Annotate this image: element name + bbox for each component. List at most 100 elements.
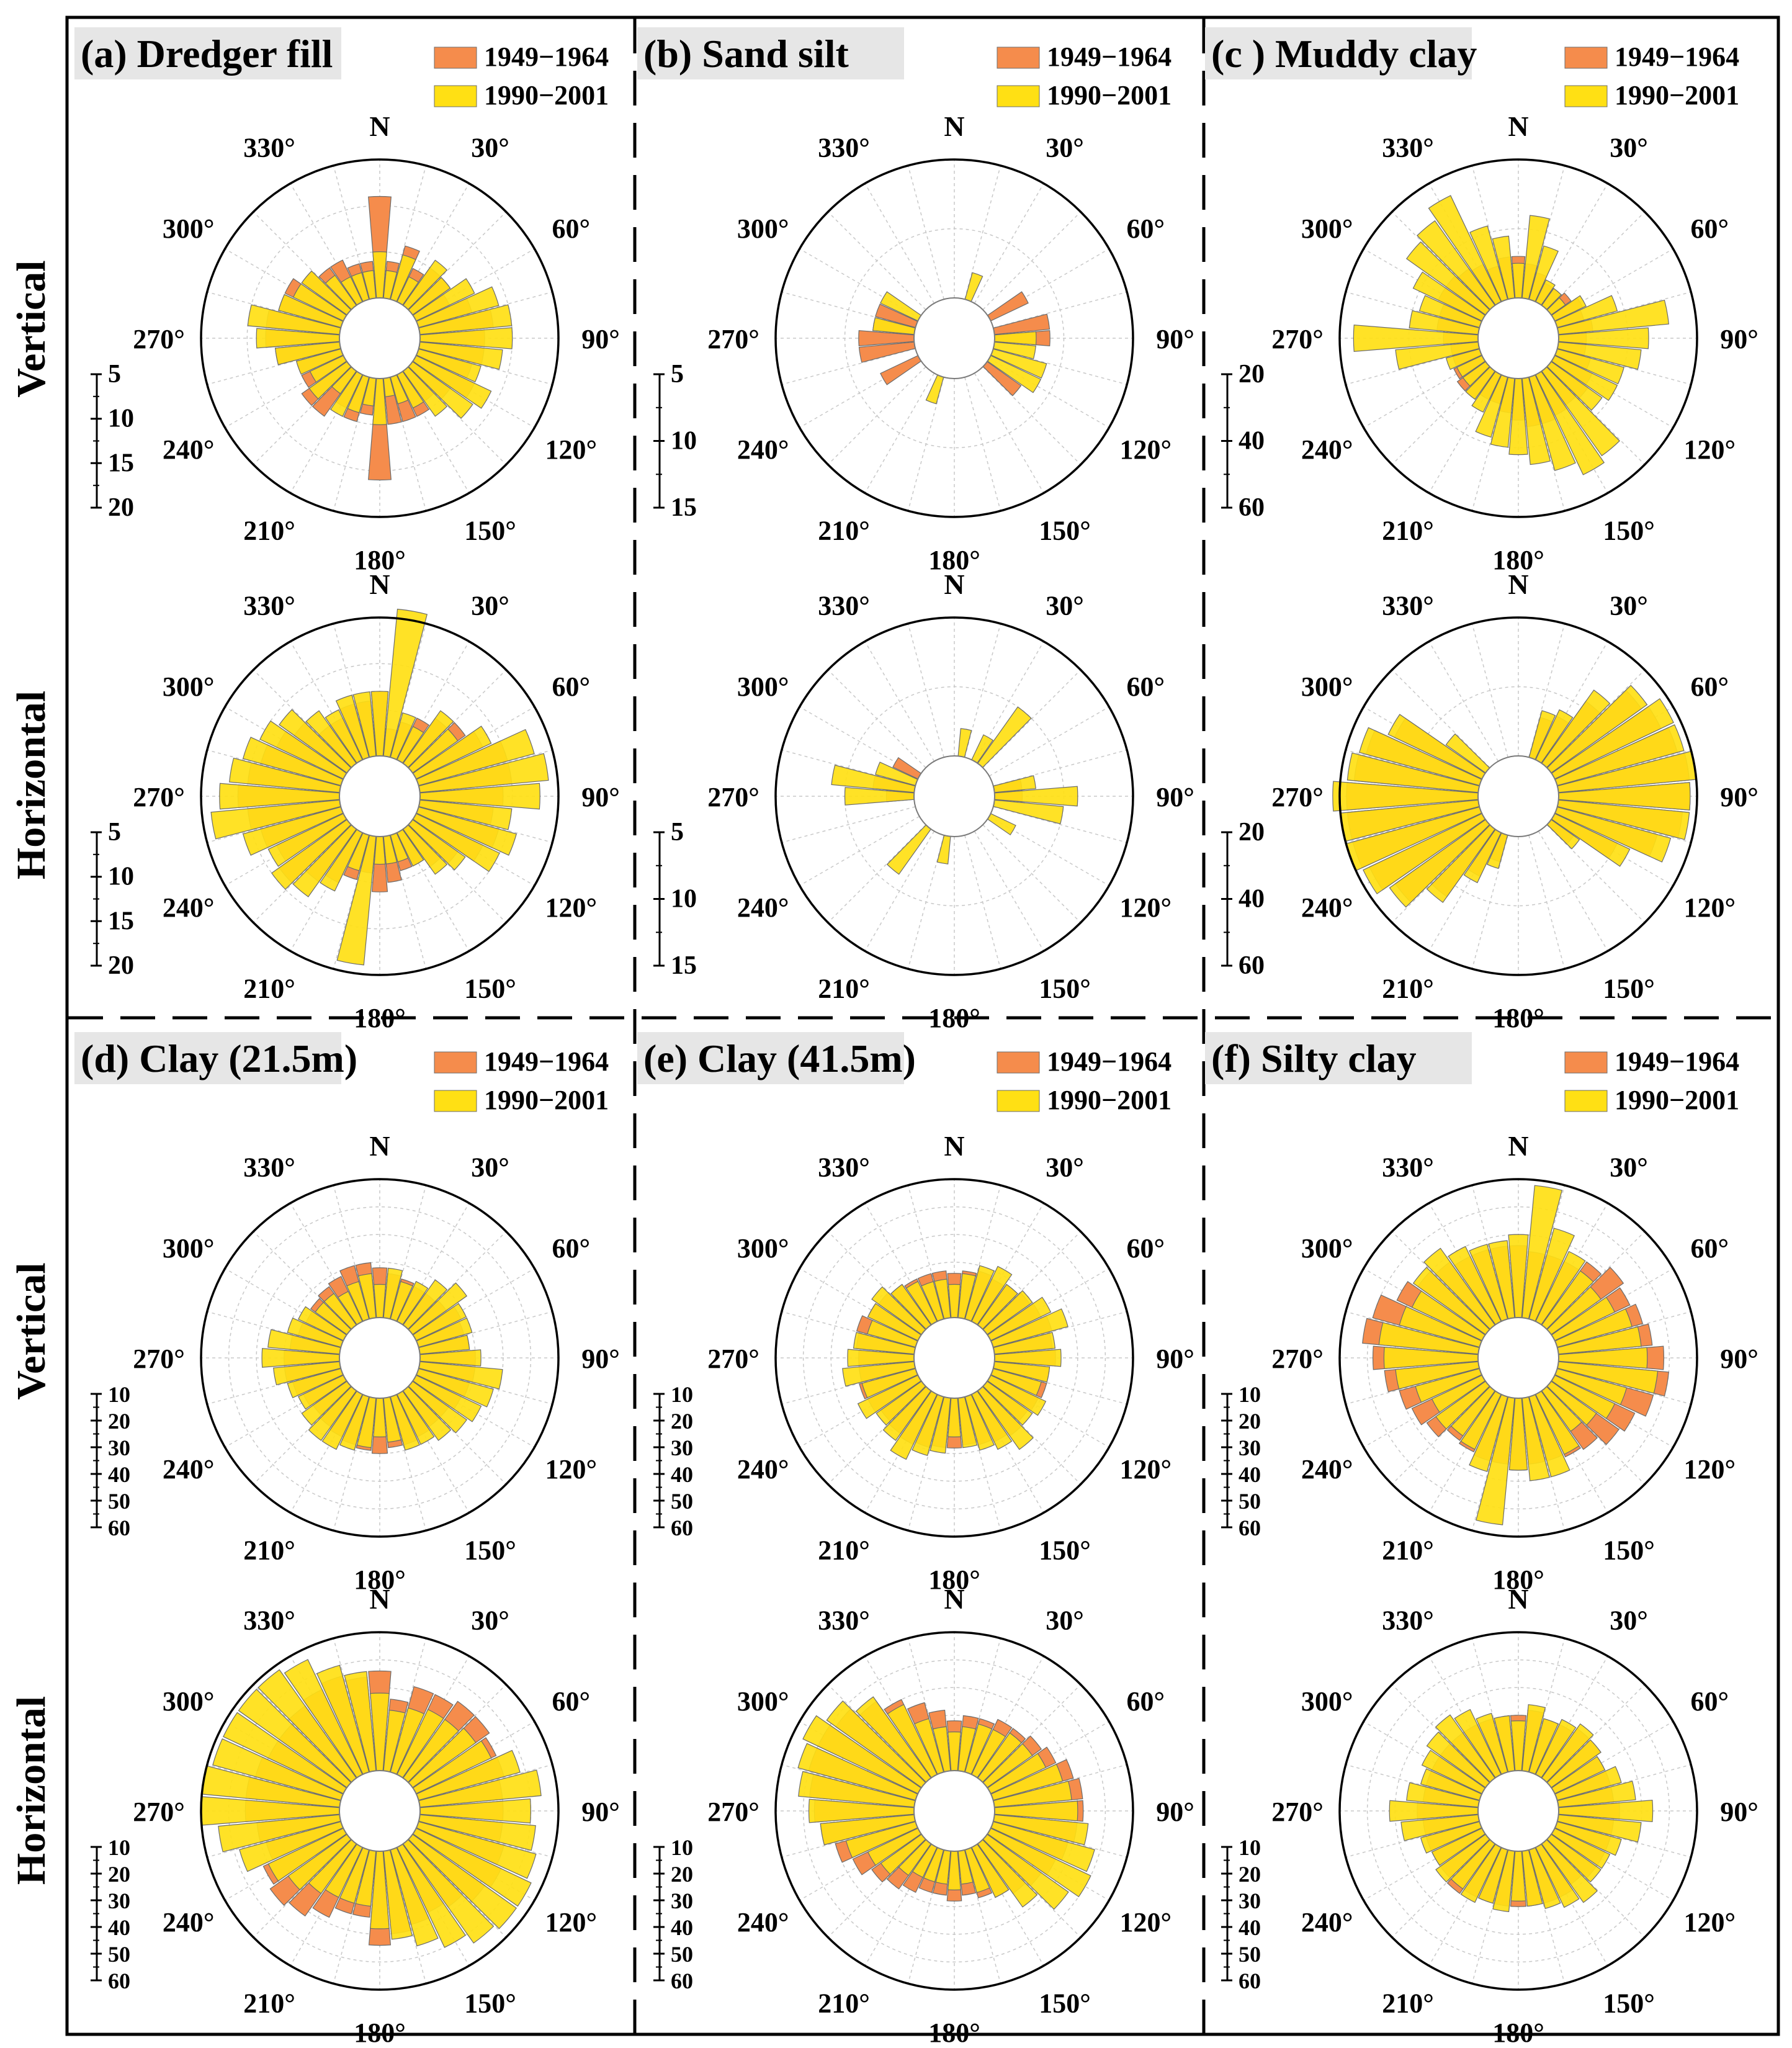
angle-label: 60° <box>1690 671 1729 702</box>
grid-spoke <box>964 1396 1001 1531</box>
grid-spoke <box>982 1839 1082 1938</box>
grid-spoke <box>827 1839 926 1938</box>
radial-scale-label: 15 <box>108 907 134 935</box>
grid-spoke <box>864 830 935 951</box>
rose-chart-d-horizontal: N 30° 60° 90° 120° 150° 180° 210° 240° 270° 300° 33… <box>91 1583 620 2048</box>
grid-spoke <box>1345 348 1480 385</box>
inner-circle <box>339 1317 421 1399</box>
radial-scale-label: 30 <box>1239 1889 1261 1913</box>
grid-spoke <box>414 1268 535 1339</box>
grid-spoke <box>1552 1721 1673 1792</box>
angle-label: 150° <box>1039 515 1091 546</box>
grid-spoke <box>1538 1845 1608 1966</box>
grid-spoke <box>964 623 1001 758</box>
north-label: N <box>1508 1583 1528 1615</box>
grid-spoke <box>1528 165 1566 300</box>
angle-label: 270° <box>1271 1797 1324 1827</box>
grid-spoke <box>253 1386 352 1485</box>
angle-label: 30° <box>1046 591 1084 621</box>
angle-label: 300° <box>737 213 789 244</box>
radial-scale-label: 5 <box>108 818 121 847</box>
angle-label: 330° <box>1382 1606 1434 1636</box>
grid-spoke <box>1546 366 1646 465</box>
grid-spoke <box>408 824 507 923</box>
legend-label-1990-2001: 1990−2001 <box>1047 80 1172 110</box>
grid-spoke <box>399 641 470 762</box>
rose-chart-b-horizontal: N 30° 60° 90° 120° 150° 180° 210° 240° 270° 300° 33… <box>653 568 1194 1033</box>
north-label: N <box>369 110 390 142</box>
grid-spoke <box>1546 1231 1646 1330</box>
angle-label: 60° <box>1690 1686 1729 1717</box>
grid-spoke <box>1528 1185 1566 1319</box>
angle-label: 240° <box>163 892 215 923</box>
grid-spoke <box>207 1821 341 1858</box>
grid-spoke <box>827 1386 926 1485</box>
angle-label: 210° <box>1382 973 1434 1004</box>
grid-spoke <box>1528 1396 1566 1531</box>
grid-spoke <box>1391 824 1490 923</box>
outer-circle <box>200 1631 560 1991</box>
radial-scale-label: 30 <box>671 1435 693 1460</box>
grid-spoke <box>207 749 341 786</box>
grid-spoke <box>1546 824 1646 923</box>
legend-label-1949-1964: 1949−1964 <box>1615 42 1739 72</box>
angle-label: 150° <box>464 1535 516 1565</box>
grid-spoke <box>418 1368 553 1405</box>
angle-label: 300° <box>163 1233 215 1264</box>
inner-circle <box>913 297 995 379</box>
grid-spoke <box>333 1396 370 1531</box>
radial-scale-label: 15 <box>671 951 697 980</box>
grid-spoke <box>1345 1764 1480 1801</box>
angle-label: 90° <box>581 782 620 812</box>
grid-spoke <box>982 1386 1082 1485</box>
angle-label: 210° <box>1382 515 1434 546</box>
inner-circle <box>1477 1770 1559 1852</box>
grid-spoke <box>964 1638 1001 1772</box>
grid-spoke <box>993 1821 1127 1858</box>
angle-label: 300° <box>737 1233 789 1264</box>
grid-spoke <box>225 1377 346 1448</box>
grid-spoke <box>907 1396 944 1531</box>
angle-label: 330° <box>1382 133 1434 163</box>
grid-spoke <box>964 1849 1001 1984</box>
panel-titles: (a) Dredger fill (b) Sand silt (c ) Muddy … <box>74 27 1477 1084</box>
radial-scale-label: 40 <box>1239 1462 1261 1487</box>
grid-spoke <box>399 1203 470 1324</box>
radial-scale-label: 50 <box>108 1489 130 1514</box>
legend-swatch-1990-2001 <box>997 1090 1040 1112</box>
panel-title: (b) Sand silt <box>643 32 849 76</box>
angle-label: 90° <box>1720 1344 1758 1374</box>
grid-spoke <box>418 291 553 328</box>
grid-spoke <box>408 1231 507 1330</box>
radial-scale-label: 20 <box>1239 1409 1261 1434</box>
angle-label: 240° <box>737 892 789 923</box>
grid-spoke <box>993 1368 1127 1405</box>
legend-label-1949-1964: 1949−1964 <box>1047 42 1172 72</box>
angle-label: 120° <box>1683 1907 1736 1938</box>
grid-spoke <box>1428 1392 1499 1513</box>
angle-label: 180° <box>928 1003 980 1033</box>
legend-swatch-1990-2001 <box>1564 85 1608 107</box>
north-label: N <box>944 110 964 142</box>
north-label: N <box>369 1583 390 1615</box>
angle-label: 270° <box>707 782 759 812</box>
grid-spoke <box>1345 1311 1480 1348</box>
grid-spoke <box>390 1849 427 1984</box>
inner-circle <box>1477 297 1559 379</box>
legend-swatch-1949-1964 <box>1564 1051 1608 1074</box>
angle-label: 90° <box>581 1797 620 1827</box>
grid-spoke <box>907 1849 944 1984</box>
angle-label: 300° <box>163 1686 215 1717</box>
radial-scale-label: 40 <box>108 1915 130 1940</box>
grid-spoke <box>1345 1368 1480 1405</box>
angle-label: 240° <box>737 1907 789 1938</box>
grid-spoke <box>390 623 427 758</box>
radial-scale-label: 60 <box>671 1969 693 1993</box>
radial-scale-label: 20 <box>108 1862 130 1887</box>
grid-spoke <box>207 1311 341 1348</box>
grid-spoke <box>781 1764 916 1801</box>
grid-spoke <box>1557 1368 1691 1405</box>
radial-scale-label: 10 <box>671 1835 693 1860</box>
angle-label: 210° <box>818 1535 870 1565</box>
